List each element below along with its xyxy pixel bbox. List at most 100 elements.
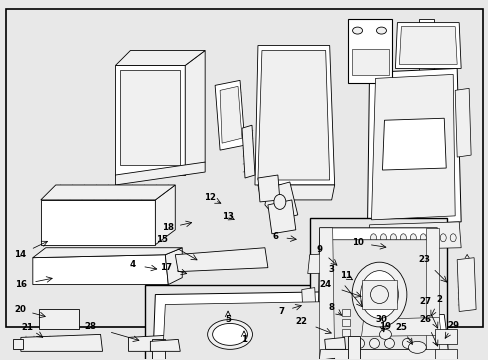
Bar xyxy=(434,349,456,360)
Text: 23: 23 xyxy=(417,255,429,264)
Polygon shape xyxy=(367,68,460,226)
Polygon shape xyxy=(399,27,456,64)
Polygon shape xyxy=(319,228,334,360)
Text: 29: 29 xyxy=(447,321,458,330)
Text: 7: 7 xyxy=(278,307,285,316)
Polygon shape xyxy=(395,23,460,68)
Polygon shape xyxy=(115,66,185,175)
Polygon shape xyxy=(21,334,102,351)
Polygon shape xyxy=(254,45,334,185)
Polygon shape xyxy=(264,182,297,220)
Ellipse shape xyxy=(370,234,376,242)
Polygon shape xyxy=(41,200,155,245)
Bar xyxy=(347,19,392,84)
Polygon shape xyxy=(347,336,359,360)
Ellipse shape xyxy=(354,338,364,348)
Text: 18: 18 xyxy=(162,223,174,232)
Polygon shape xyxy=(162,302,337,360)
Ellipse shape xyxy=(402,338,411,348)
Bar xyxy=(6,9,482,328)
Polygon shape xyxy=(367,222,460,250)
Ellipse shape xyxy=(379,329,390,339)
Bar xyxy=(341,310,349,316)
Text: 28: 28 xyxy=(84,322,97,331)
Polygon shape xyxy=(324,337,345,349)
Polygon shape xyxy=(242,125,254,178)
Ellipse shape xyxy=(439,234,446,242)
Ellipse shape xyxy=(369,338,379,348)
Polygon shape xyxy=(33,255,168,285)
Polygon shape xyxy=(454,88,470,157)
Polygon shape xyxy=(41,185,175,200)
Ellipse shape xyxy=(429,234,435,242)
Ellipse shape xyxy=(212,323,247,345)
Text: 2: 2 xyxy=(435,295,441,304)
Ellipse shape xyxy=(351,262,406,327)
Text: 15: 15 xyxy=(156,235,168,244)
Polygon shape xyxy=(371,75,454,220)
Ellipse shape xyxy=(360,271,398,319)
Text: 9: 9 xyxy=(316,245,322,254)
Text: 22: 22 xyxy=(295,317,307,326)
Polygon shape xyxy=(115,162,205,185)
Polygon shape xyxy=(419,19,433,75)
Text: 27: 27 xyxy=(418,297,430,306)
Polygon shape xyxy=(351,49,388,75)
Polygon shape xyxy=(13,339,23,349)
Ellipse shape xyxy=(207,319,252,349)
Polygon shape xyxy=(456,258,475,311)
Polygon shape xyxy=(215,80,244,150)
Bar xyxy=(145,285,354,360)
Polygon shape xyxy=(220,86,242,143)
Ellipse shape xyxy=(449,234,455,242)
Polygon shape xyxy=(150,339,180,351)
Ellipse shape xyxy=(384,338,394,348)
Polygon shape xyxy=(33,248,182,258)
Bar xyxy=(341,329,349,336)
Polygon shape xyxy=(426,228,438,360)
Polygon shape xyxy=(420,338,447,351)
Ellipse shape xyxy=(352,27,362,34)
Polygon shape xyxy=(120,71,180,165)
Polygon shape xyxy=(258,50,329,180)
Bar xyxy=(434,329,456,345)
Polygon shape xyxy=(258,185,334,200)
Text: 4: 4 xyxy=(129,260,135,269)
Bar xyxy=(341,319,349,327)
Text: 30: 30 xyxy=(375,315,386,324)
Text: 14: 14 xyxy=(14,250,26,259)
Polygon shape xyxy=(327,240,428,349)
Ellipse shape xyxy=(380,234,386,242)
Polygon shape xyxy=(317,349,438,360)
Polygon shape xyxy=(349,336,414,355)
Bar xyxy=(39,310,79,329)
Text: 21: 21 xyxy=(22,323,34,332)
Ellipse shape xyxy=(376,27,386,34)
Text: 12: 12 xyxy=(203,193,216,202)
Polygon shape xyxy=(301,288,317,351)
Ellipse shape xyxy=(389,234,396,242)
Bar xyxy=(361,280,397,310)
Text: 20: 20 xyxy=(14,305,26,314)
Polygon shape xyxy=(152,339,165,360)
Ellipse shape xyxy=(370,285,387,303)
Polygon shape xyxy=(128,336,166,351)
Polygon shape xyxy=(361,318,440,336)
Text: 24: 24 xyxy=(319,280,331,289)
Text: 10: 10 xyxy=(351,238,363,247)
Polygon shape xyxy=(307,252,367,274)
Text: 19: 19 xyxy=(379,322,391,331)
Text: 3: 3 xyxy=(328,265,334,274)
Polygon shape xyxy=(175,248,267,272)
Ellipse shape xyxy=(420,234,426,242)
Text: 26: 26 xyxy=(418,315,430,324)
Polygon shape xyxy=(155,185,175,245)
Polygon shape xyxy=(115,50,205,66)
Polygon shape xyxy=(309,358,334,360)
Text: 13: 13 xyxy=(222,212,234,221)
Polygon shape xyxy=(382,118,446,170)
Polygon shape xyxy=(267,200,295,234)
Text: 25: 25 xyxy=(395,323,407,332)
Ellipse shape xyxy=(409,234,415,242)
Text: 11: 11 xyxy=(339,271,351,280)
